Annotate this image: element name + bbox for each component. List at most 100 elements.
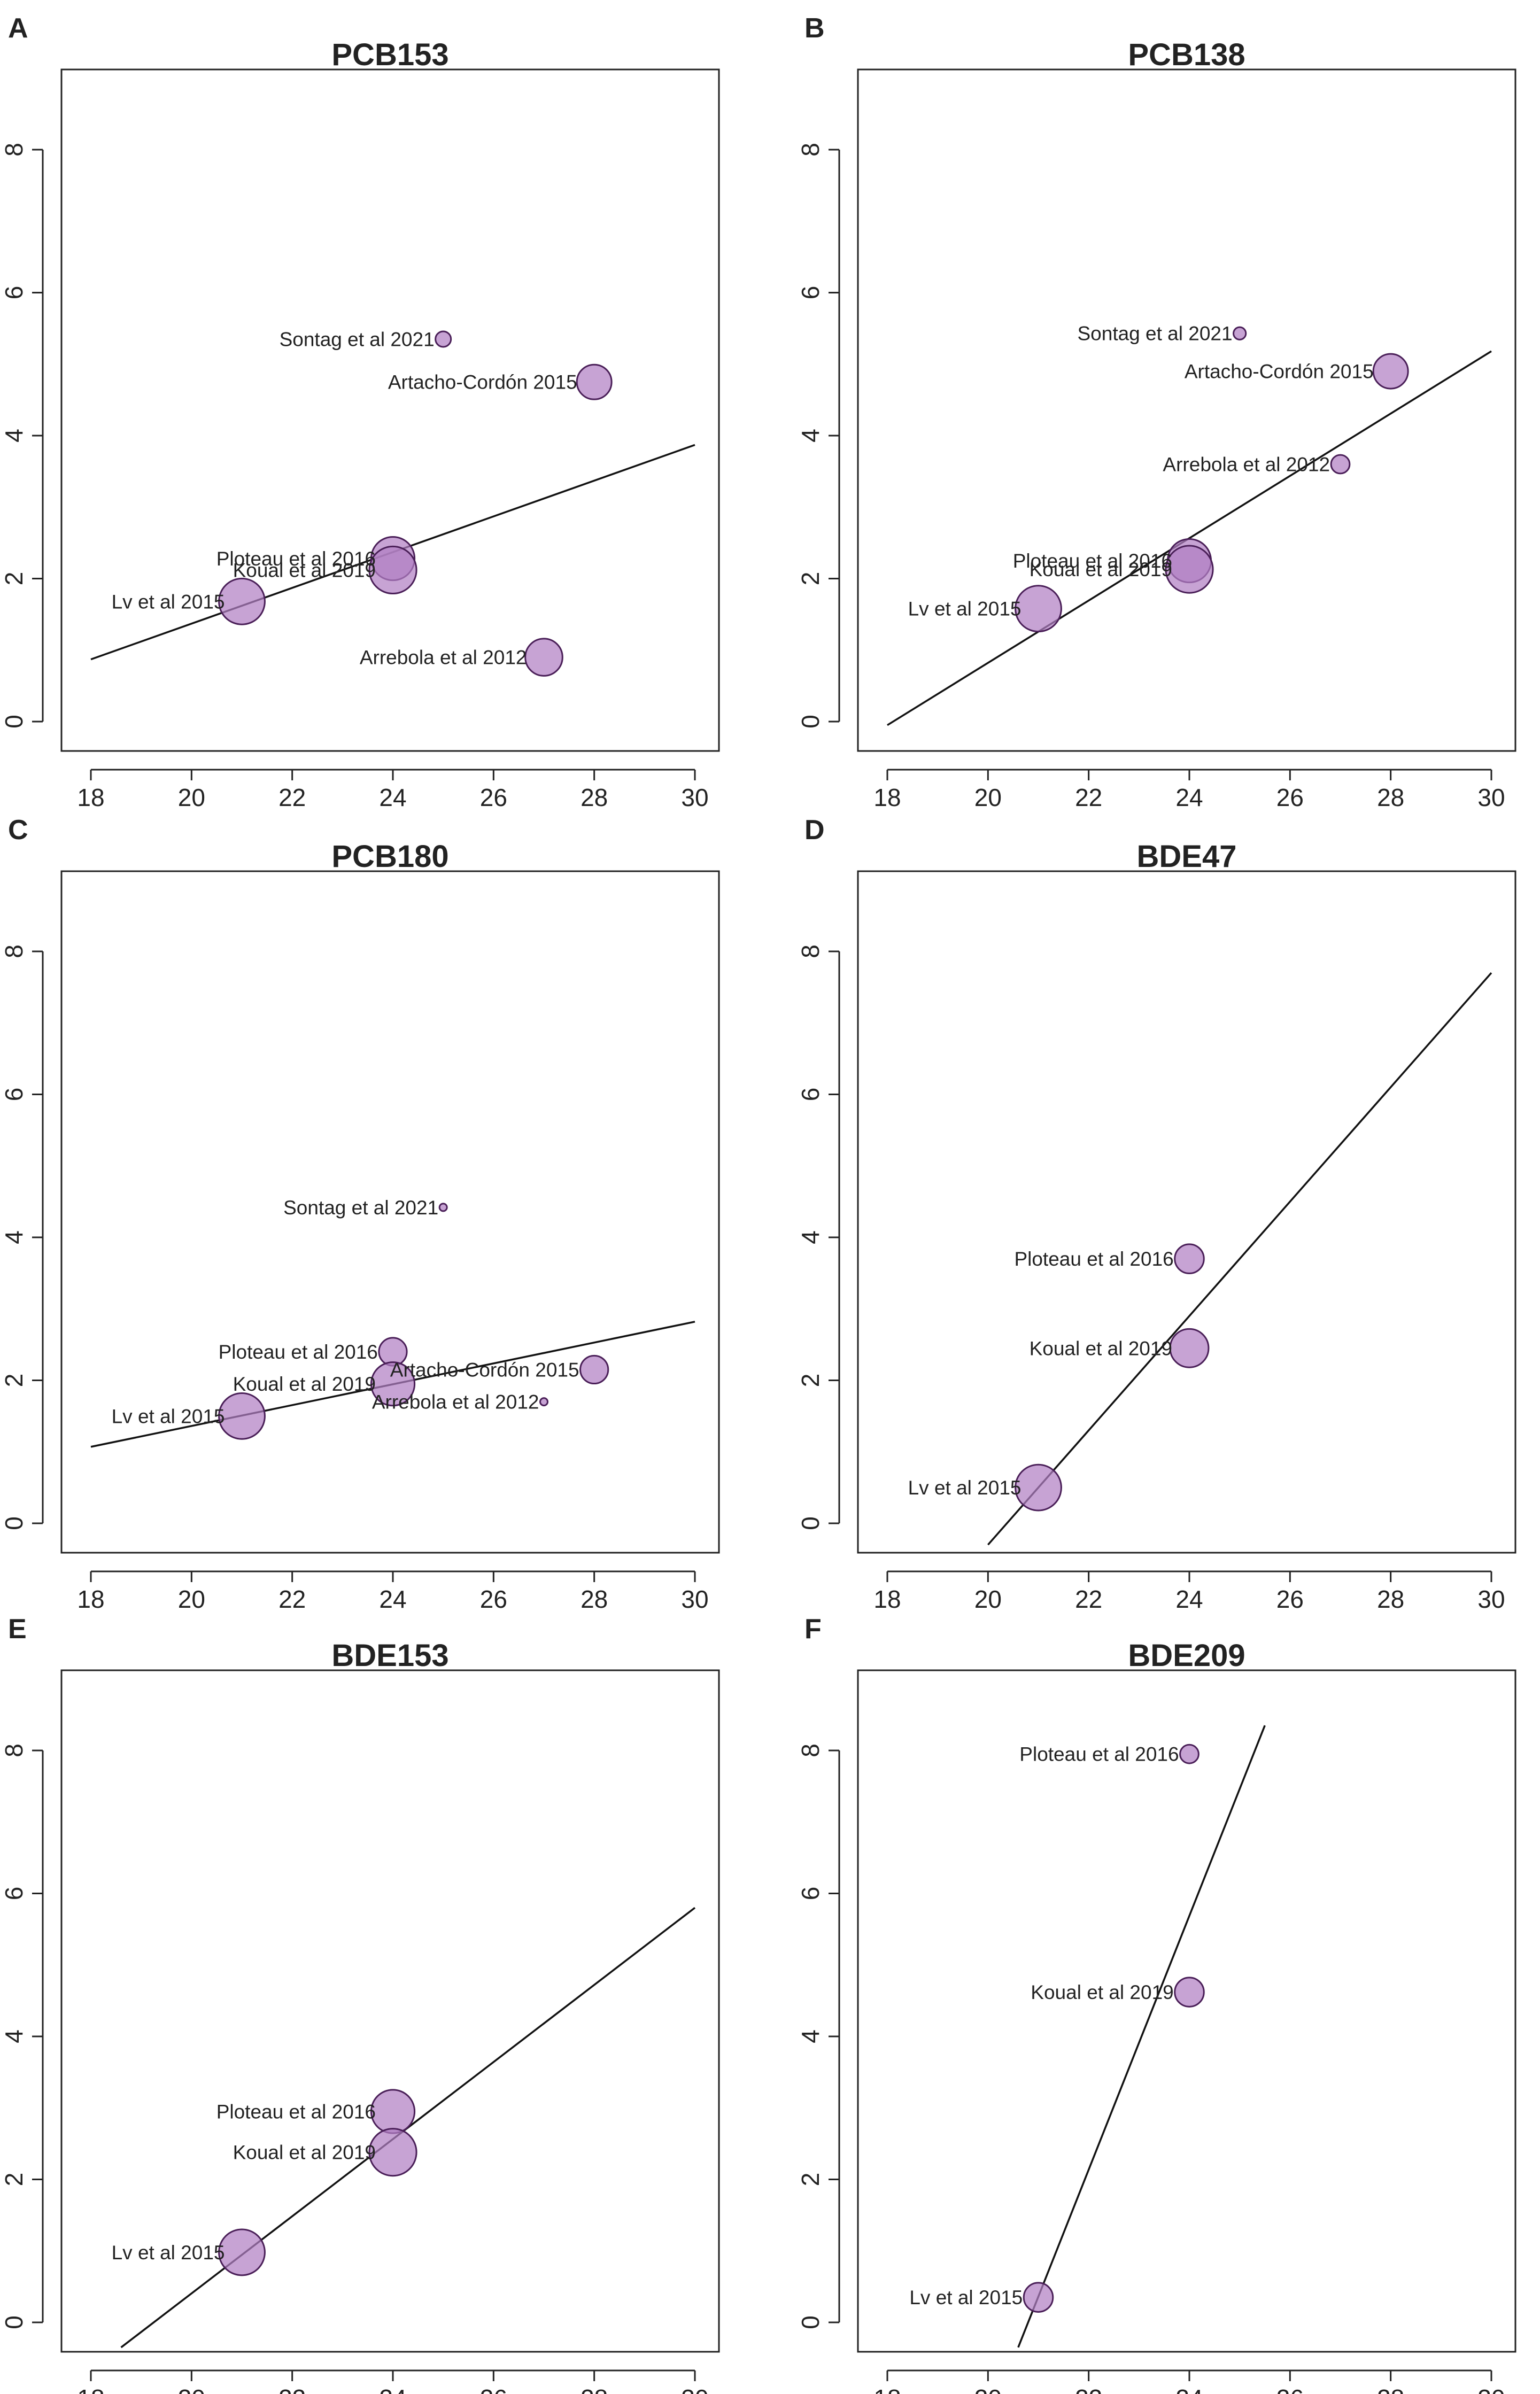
data-point-bubble <box>370 2089 416 2134</box>
x-tick-label: 26 <box>1276 2384 1304 2394</box>
point-label: Koual et al 2019 <box>233 1373 376 1395</box>
point-label: Lv et al 2015 <box>112 2242 225 2264</box>
y-tick-label: 0 <box>796 2315 824 2329</box>
x-tick-label: 22 <box>278 2384 306 2394</box>
plot-frame <box>857 68 1516 752</box>
data-point-bubble <box>1174 1243 1205 1274</box>
y-tick-label: 2 <box>0 2173 28 2187</box>
x-tick-label: 26 <box>480 1585 507 1613</box>
panel-letter: A <box>8 13 28 44</box>
data-point-bubble <box>218 1392 266 1440</box>
data-point-bubble <box>1372 353 1409 390</box>
data-point-bubble <box>524 638 563 677</box>
x-tick-label: 28 <box>581 784 608 811</box>
y-tick-label: 6 <box>796 286 824 300</box>
data-point-bubble <box>368 2128 417 2177</box>
data-point-bubble <box>218 2228 266 2276</box>
panel-letter: B <box>804 13 825 44</box>
point-label: Lv et al 2015 <box>112 591 225 613</box>
point-label: Ploteau et al 2016 <box>1019 1744 1179 1765</box>
point-label: Koual et al 2019 <box>1031 1981 1173 2003</box>
data-point-bubble <box>1179 1744 1200 1764</box>
regression-line <box>887 350 1492 726</box>
x-tick-label: 24 <box>379 2384 406 2394</box>
x-tick-label: 18 <box>77 2384 104 2394</box>
panel-title: BDE47 <box>1137 839 1237 874</box>
x-tick-label: 28 <box>581 1585 608 1613</box>
x-tick-label: 30 <box>1477 2384 1505 2394</box>
y-tick-label: 4 <box>0 429 28 443</box>
y-tick-label: 2 <box>796 1374 824 1388</box>
panel-a: A PCB153 Sontag et al 2021 Artacho-Cordón 2… <box>0 13 720 811</box>
x-tick-label: 18 <box>77 1585 104 1613</box>
data-point-bubble <box>576 363 613 400</box>
x-tick-label: 26 <box>480 784 507 811</box>
data-point-bubble <box>1023 2282 1054 2313</box>
panel-title: PCB180 <box>331 839 448 874</box>
x-tick-label: 22 <box>1075 2384 1102 2394</box>
panel-title: BDE209 <box>1128 1638 1245 1673</box>
y-tick-label: 0 <box>0 2315 28 2329</box>
y-tick-label: 4 <box>0 2029 28 2043</box>
panel-letter: D <box>804 815 825 846</box>
x-tick-label: 24 <box>1175 784 1203 811</box>
point-label: Sontag et al 2021 <box>280 328 435 350</box>
point-label: Sontag et al 2021 <box>283 1197 438 1219</box>
y-tick-label: 0 <box>796 715 824 729</box>
y-tick-label: 8 <box>796 944 824 958</box>
x-tick-label: 26 <box>1276 1585 1304 1613</box>
y-tick-label: 6 <box>0 1887 28 1901</box>
x-tick-label: 18 <box>873 2384 901 2394</box>
y-tick-label: 2 <box>796 572 824 586</box>
y-tick-label: 4 <box>796 429 824 443</box>
x-tick-label: 24 <box>379 784 406 811</box>
plot-frame <box>857 1669 1516 2353</box>
x-tick-label: 30 <box>1477 784 1505 811</box>
data-point-bubble <box>368 545 417 595</box>
x-tick-label: 24 <box>1175 1585 1203 1613</box>
point-label: Artacho-Cordón 2015 <box>1185 361 1374 383</box>
x-tick-label: 30 <box>681 1585 708 1613</box>
x-tick-label: 28 <box>581 2384 608 2394</box>
panel-letter: E <box>8 1614 27 1645</box>
point-label: Arrebola et al 2012 <box>372 1391 539 1413</box>
point-label: Lv et al 2015 <box>909 2287 1023 2308</box>
x-tick-label: 24 <box>1175 2384 1203 2394</box>
panel-d: D BDE47 Ploteau et al 2016 Koual et al 2019… <box>796 815 1516 1613</box>
data-point-bubble <box>1330 454 1351 475</box>
data-point-bubble <box>579 1354 609 1385</box>
y-tick-label: 8 <box>0 944 28 958</box>
x-tick-label: 18 <box>77 784 104 811</box>
y-tick-label: 8 <box>0 1744 28 1757</box>
x-tick-label: 20 <box>974 784 1002 811</box>
panel-title: PCB138 <box>1128 37 1245 72</box>
plot-frame <box>857 870 1516 1554</box>
x-tick-label: 30 <box>681 2384 708 2394</box>
x-tick-label: 28 <box>1377 1585 1404 1613</box>
y-tick-label: 2 <box>0 572 28 586</box>
x-tick-label: 22 <box>278 1585 306 1613</box>
data-point-bubble <box>539 1397 548 1407</box>
point-label: Koual et al 2019 <box>1030 1337 1172 1359</box>
y-tick-label: 4 <box>796 1230 824 1244</box>
y-tick-label: 4 <box>796 2029 824 2043</box>
x-tick-label: 20 <box>974 1585 1002 1613</box>
point-label: Artacho-Cordón 2015 <box>390 1359 579 1381</box>
x-tick-label: 18 <box>873 1585 901 1613</box>
x-tick-label: 30 <box>1477 1585 1505 1613</box>
data-point-bubble <box>435 330 452 348</box>
plot-frame <box>60 1669 720 2353</box>
y-tick-label: 6 <box>796 1887 824 1901</box>
point-label: Lv et al 2015 <box>908 1477 1021 1499</box>
panel-letter: F <box>804 1614 822 1645</box>
x-tick-label: 22 <box>1075 1585 1102 1613</box>
point-label: Koual et al 2019 <box>233 559 376 581</box>
point-label: Ploteau et al 2016 <box>219 1341 378 1363</box>
x-tick-label: 30 <box>681 784 708 811</box>
data-point-bubble <box>218 577 266 625</box>
point-label: Arrebola et al 2012 <box>360 647 527 669</box>
x-tick-label: 26 <box>480 2384 507 2394</box>
y-tick-label: 0 <box>0 1516 28 1530</box>
x-tick-label: 20 <box>178 2384 205 2394</box>
x-tick-label: 18 <box>873 784 901 811</box>
